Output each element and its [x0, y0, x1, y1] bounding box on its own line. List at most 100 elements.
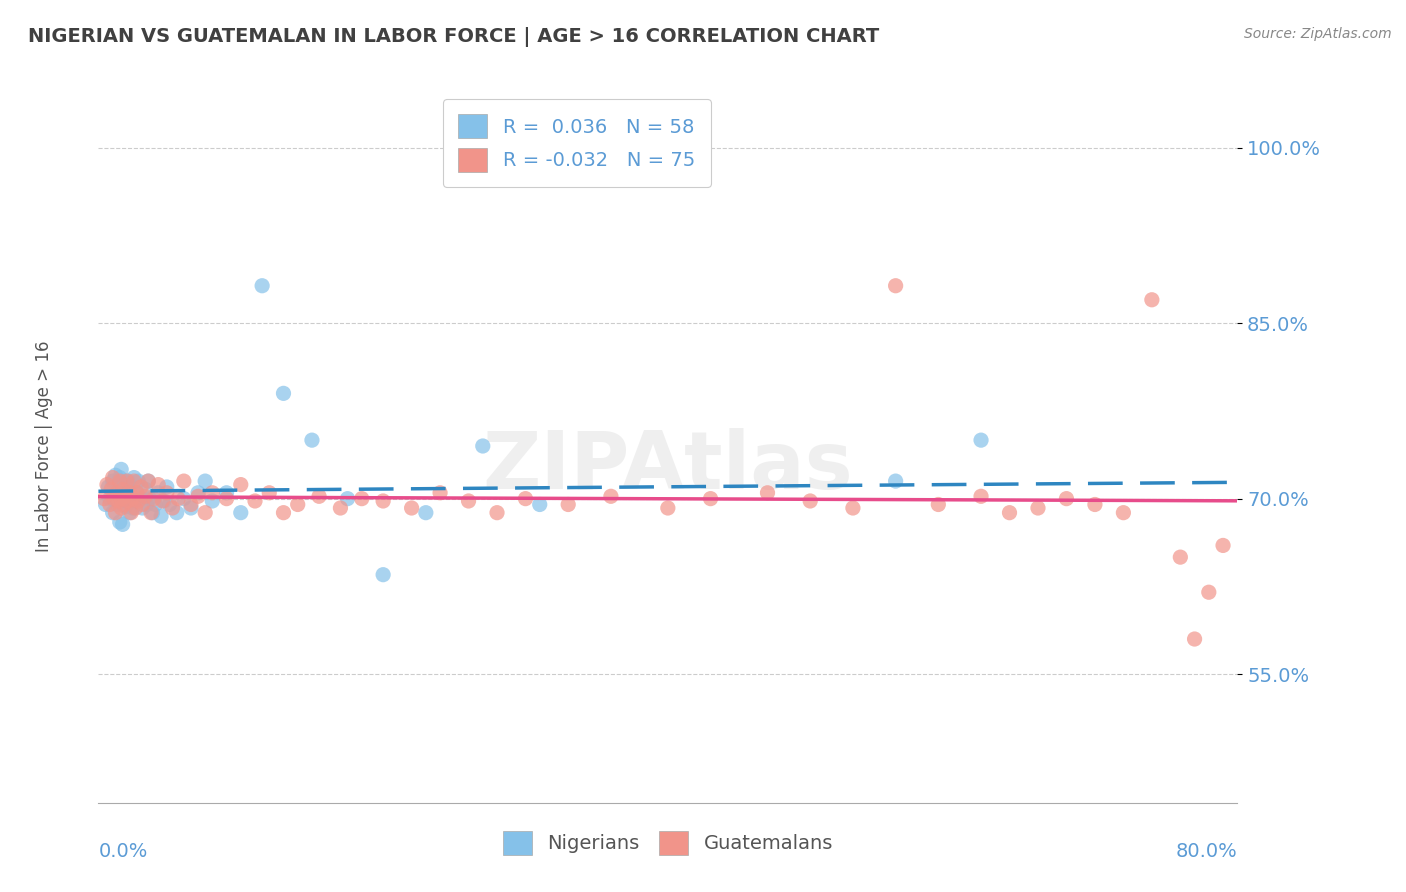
Point [301, 433, 323, 447]
Point [101, 506, 124, 520]
Point [115, 480, 138, 494]
Point [93, 491, 115, 506]
Point [194, 506, 217, 520]
Point [273, 506, 295, 520]
Point [100, 483, 122, 497]
Point [98, 498, 121, 512]
Point [118, 491, 141, 506]
Point [114, 500, 136, 514]
Legend: Nigerians, Guatemalans: Nigerians, Guatemalans [494, 822, 842, 864]
Point [122, 474, 145, 488]
Point [121, 501, 143, 516]
Point [112, 489, 135, 503]
Point [166, 506, 188, 520]
Point [529, 498, 551, 512]
Point [136, 474, 159, 488]
Point [229, 477, 252, 491]
Point [457, 494, 479, 508]
Point [201, 494, 224, 508]
Point [308, 489, 330, 503]
Point [250, 278, 273, 293]
Text: 80.0%: 80.0% [1175, 842, 1237, 861]
Point [104, 468, 127, 483]
Point [350, 491, 373, 506]
Point [1184, 632, 1206, 646]
Point [153, 494, 176, 508]
Point [167, 491, 190, 506]
Point [135, 498, 157, 512]
Point [970, 489, 993, 503]
Point [1084, 498, 1107, 512]
Point [927, 498, 949, 512]
Text: ZIPAtlas: ZIPAtlas [482, 428, 853, 507]
Point [105, 485, 128, 500]
Point [115, 494, 138, 508]
Point [110, 462, 132, 476]
Point [842, 501, 865, 516]
Point [108, 470, 131, 484]
Point [125, 485, 148, 500]
Point [486, 506, 509, 520]
Point [97, 480, 120, 494]
Point [429, 485, 451, 500]
Point [141, 506, 163, 520]
Point [1056, 491, 1078, 506]
Point [101, 474, 124, 488]
Point [108, 474, 131, 488]
Point [125, 485, 148, 500]
Point [122, 470, 145, 484]
Point [127, 494, 149, 508]
Point [111, 483, 134, 497]
Point [131, 501, 153, 516]
Point [243, 494, 266, 508]
Point [259, 485, 281, 500]
Point [600, 489, 623, 503]
Point [110, 491, 132, 506]
Point [156, 485, 179, 500]
Point [336, 491, 359, 506]
Point [471, 439, 494, 453]
Point [96, 477, 118, 491]
Point [115, 474, 138, 488]
Point [120, 485, 142, 500]
Point [173, 474, 195, 488]
Point [110, 494, 132, 508]
Point [415, 506, 437, 520]
Point [108, 515, 131, 529]
Point [187, 485, 209, 500]
Point [138, 491, 160, 506]
Point [110, 501, 132, 516]
Point [998, 506, 1021, 520]
Point [98, 491, 121, 506]
Point [131, 498, 153, 512]
Point [124, 494, 146, 508]
Point [273, 386, 295, 401]
Point [127, 474, 149, 488]
Point [112, 474, 135, 488]
Point [229, 506, 252, 520]
Point [129, 491, 152, 506]
Point [112, 498, 135, 512]
Point [201, 485, 224, 500]
Point [124, 501, 146, 516]
Point [107, 494, 129, 508]
Point [329, 501, 352, 516]
Point [148, 477, 170, 491]
Point [129, 480, 152, 494]
Point [187, 489, 209, 503]
Point [152, 494, 174, 508]
Point [1026, 501, 1049, 516]
Point [970, 433, 993, 447]
Point [104, 506, 127, 520]
Point [657, 501, 679, 516]
Point [105, 498, 128, 512]
Point [117, 474, 139, 488]
Point [699, 491, 721, 506]
Point [884, 474, 907, 488]
Point [139, 506, 162, 520]
Point [159, 498, 181, 512]
Point [103, 491, 125, 506]
Point [117, 494, 139, 508]
Text: Source: ZipAtlas.com: Source: ZipAtlas.com [1244, 27, 1392, 41]
Point [114, 489, 136, 503]
